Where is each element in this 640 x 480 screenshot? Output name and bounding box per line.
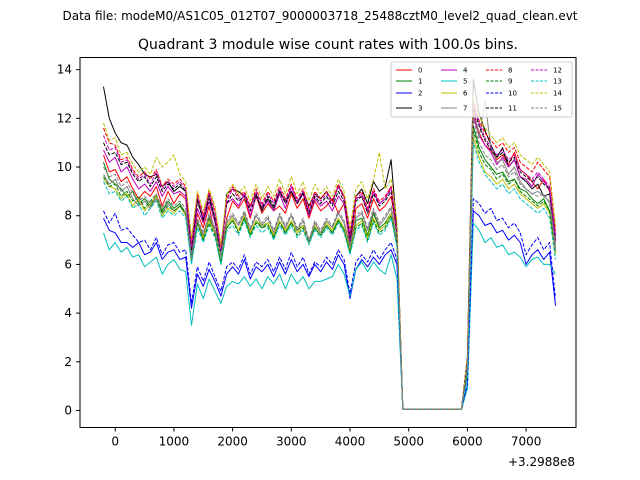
legend-label-4: 4: [463, 67, 468, 75]
legend-label-11: 11: [508, 105, 517, 113]
series-line-12: [103, 103, 556, 410]
series-line-13: [103, 142, 556, 410]
x-tick-label: 7000: [511, 435, 542, 449]
y-tick-label: 0: [64, 403, 72, 417]
x-tick-label: 2000: [217, 435, 248, 449]
series-line-4: [103, 115, 556, 410]
y-tick-label: 4: [64, 306, 72, 320]
legend-label-12: 12: [553, 67, 562, 75]
suptitle: Data file: modeM0/AS1C05_012T07_90000037…: [62, 9, 577, 23]
series-line-15: [103, 117, 556, 410]
series-line-1: [103, 125, 556, 410]
chart-title: Quadrant 3 module wise count rates with …: [138, 37, 518, 53]
x-tick-label: 5000: [393, 435, 424, 449]
y-tick-label: 12: [57, 111, 72, 125]
legend-label-1: 1: [418, 78, 422, 86]
plot-frame: [79, 57, 577, 428]
plot-lines: [103, 78, 556, 410]
x-tick-label: 4000: [335, 435, 366, 449]
y-tick-label: 6: [64, 257, 72, 271]
x-tick-label: 1000: [159, 435, 190, 449]
legend-label-14: 14: [553, 90, 562, 98]
series-line-0: [103, 110, 556, 410]
legend-label-7: 7: [463, 105, 467, 113]
y-tick-label: 10: [57, 160, 72, 174]
series-line-5: [103, 222, 556, 410]
x-tick-label: 3000: [276, 435, 307, 449]
x-offset-label: +3.2988e8: [508, 455, 575, 469]
series-line-10: [103, 198, 556, 410]
series-line-8: [103, 100, 556, 410]
legend-label-2: 2: [418, 90, 422, 98]
y-tick-label: 8: [64, 209, 72, 223]
x-tick-label: 0: [111, 435, 119, 449]
legend-label-15: 15: [553, 105, 562, 113]
legend-label-0: 0: [418, 67, 422, 75]
series-line-14: [103, 95, 556, 410]
series-line-2: [103, 210, 556, 410]
legend-box: [390, 61, 573, 118]
x-axis: 0 1000 2000 3000 4000 5000 6000 7000: [111, 427, 542, 449]
legend-label-10: 10: [508, 90, 517, 98]
legend-label-6: 6: [463, 90, 468, 98]
series-line-11: [103, 105, 556, 410]
legend-label-8: 8: [508, 67, 512, 75]
legend-label-5: 5: [463, 78, 467, 86]
legend-label-13: 13: [553, 78, 562, 86]
y-axis: 0 2 4 6 8 10 12 14: [57, 63, 80, 417]
y-tick-label: 14: [57, 63, 72, 77]
y-tick-label: 2: [64, 355, 72, 369]
series-line-9: [103, 130, 556, 410]
legend-label-3: 3: [418, 105, 422, 113]
x-tick-label: 6000: [452, 435, 483, 449]
legend-label-9: 9: [508, 78, 512, 86]
